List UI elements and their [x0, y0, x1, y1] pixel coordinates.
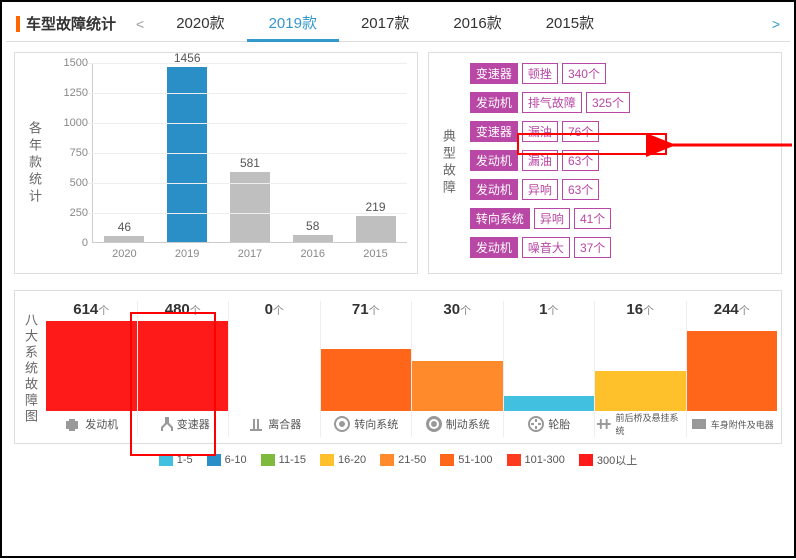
fault-row[interactable]: 变速器顿挫340个	[470, 63, 771, 84]
bar-2016[interactable]: 582016	[288, 219, 338, 242]
system-col-发动机[interactable]: 614个发动机	[46, 301, 137, 437]
fault-panel-label: 典型故障	[439, 129, 458, 197]
tab-2015款[interactable]: 2015款	[524, 6, 616, 42]
fault-panel: 典型故障 变速器顿挫340个发动机排气故障325个变速器漏油76个发动机漏油63…	[428, 52, 782, 274]
legend-item: 101-300	[507, 452, 565, 468]
fault-row[interactable]: 转向系统异响41个	[470, 208, 771, 229]
legend-item: 21-50	[380, 452, 426, 468]
system-icon	[64, 415, 82, 433]
system-icon	[247, 415, 265, 433]
fault-row[interactable]: 发动机噪音大37个	[470, 237, 771, 258]
tab-2017款[interactable]: 2017款	[339, 6, 431, 42]
lower-row: 八大系统故障图 614个发动机480个变速器0个离合器71个转向系统30个制动系…	[6, 284, 790, 478]
legend-item: 51-100	[440, 452, 492, 468]
fault-list: 变速器顿挫340个发动机排气故障325个变速器漏油76个发动机漏油63个发动机异…	[466, 63, 771, 263]
systems-panel: 八大系统故障图 614个发动机480个变速器0个离合器71个转向系统30个制动系…	[14, 290, 782, 444]
system-icon	[333, 415, 351, 433]
systems-label: 八大系统故障图	[21, 313, 40, 425]
system-icon	[527, 415, 545, 433]
system-col-离合器[interactable]: 0个离合器	[228, 301, 320, 437]
upper-row: 各年款统计 0250500750100012501500 46202014562…	[6, 42, 790, 284]
system-icon	[595, 415, 613, 433]
legend-item: 300以上	[579, 452, 637, 468]
year-bar-chart: 0250500750100012501500 46202014562019581…	[52, 63, 407, 263]
y-axis: 0250500750100012501500	[52, 63, 88, 243]
fault-row[interactable]: 发动机漏油63个	[470, 150, 771, 171]
system-col-轮胎[interactable]: 1个轮胎	[503, 301, 595, 437]
bar-2017[interactable]: 5812017	[225, 156, 275, 242]
legend: 1-5 6-10 11-15 16-20 21-50 51-100 101-300 300以上	[14, 444, 782, 472]
system-col-前后桥及悬挂系统[interactable]: 16个前后桥及悬挂系统	[594, 301, 686, 437]
system-col-变速器[interactable]: 480个变速器	[137, 301, 229, 437]
system-columns: 614个发动机480个变速器0个离合器71个转向系统30个制动系统1个轮胎16个…	[46, 301, 777, 437]
system-icon	[156, 415, 174, 433]
legend-item: 16-20	[320, 452, 366, 468]
next-arrow[interactable]: >	[762, 16, 790, 32]
system-col-车身附件及电器[interactable]: 244个车身附件及电器	[686, 301, 778, 437]
legend-item: 1-5	[159, 452, 193, 468]
system-icon	[425, 415, 443, 433]
year-chart-label: 各年款统计	[25, 121, 44, 206]
bar-2020[interactable]: 462020	[99, 220, 149, 242]
legend-item: 6-10	[207, 452, 247, 468]
legend-item: 11-15	[261, 452, 306, 468]
tab-2019款[interactable]: 2019款	[247, 6, 339, 42]
system-col-制动系统[interactable]: 30个制动系统	[411, 301, 503, 437]
section-title: 车型故障统计	[6, 13, 126, 34]
tab-bar: 车型故障统计 < 2020款2019款2017款2016款2015款 >	[6, 6, 790, 42]
year-chart-panel: 各年款统计 0250500750100012501500 46202014562…	[14, 52, 418, 274]
fault-row[interactable]: 发动机排气故障325个	[470, 92, 771, 113]
tabs-host: 2020款2019款2017款2016款2015款	[154, 6, 616, 42]
prev-arrow[interactable]: <	[126, 16, 154, 32]
system-col-转向系统[interactable]: 71个转向系统	[320, 301, 412, 437]
system-icon	[690, 415, 708, 433]
tab-2020款[interactable]: 2020款	[154, 6, 246, 42]
bar-2015[interactable]: 2192015	[351, 200, 401, 242]
tab-2016款[interactable]: 2016款	[431, 6, 523, 42]
fault-row[interactable]: 发动机异响63个	[470, 179, 771, 200]
fault-row[interactable]: 变速器漏油76个	[470, 121, 771, 142]
